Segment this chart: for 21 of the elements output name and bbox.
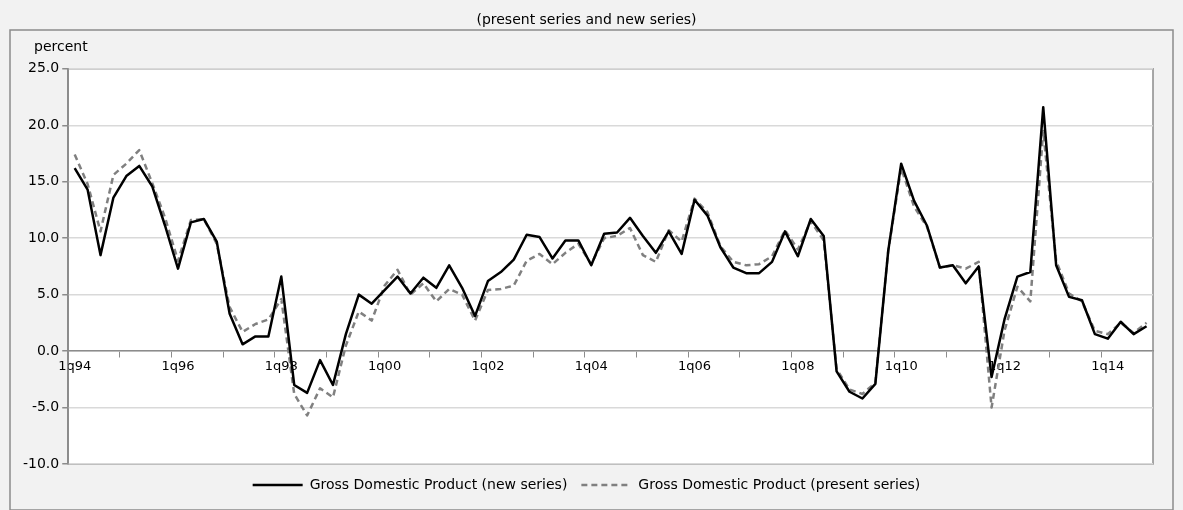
y-tick-label: -10.0 xyxy=(22,454,60,471)
x-tick-label: 1q02 xyxy=(471,358,505,374)
y-tick-label: 20.0 xyxy=(28,115,60,132)
y-tick-label: 0.0 xyxy=(36,341,60,358)
legend-label: Gross Domestic Product (present series) xyxy=(638,475,921,492)
x-tick-label: 1q00 xyxy=(368,358,402,374)
y-tick-label: 10.0 xyxy=(28,228,60,245)
x-tick-label: 1q14 xyxy=(1091,358,1125,374)
x-tick-label: 1q94 xyxy=(58,358,92,374)
y-tick-label: 5.0 xyxy=(36,285,60,302)
x-tick-label: 1q08 xyxy=(781,358,815,374)
y-tick-label: 15.0 xyxy=(28,172,60,189)
chart-title: (present series and new series) xyxy=(476,11,697,28)
y-tick-label: -5.0 xyxy=(31,398,60,415)
y-tick-label: 25.0 xyxy=(28,59,60,76)
x-tick-label: 1q04 xyxy=(574,358,608,374)
x-tick-label: 1q10 xyxy=(884,358,918,374)
legend-label: Gross Domestic Product (new series) xyxy=(309,475,568,492)
y-axis-title: percent xyxy=(34,38,89,55)
x-tick-label: 1q96 xyxy=(161,358,195,374)
x-tick-label: 1q06 xyxy=(678,358,712,374)
